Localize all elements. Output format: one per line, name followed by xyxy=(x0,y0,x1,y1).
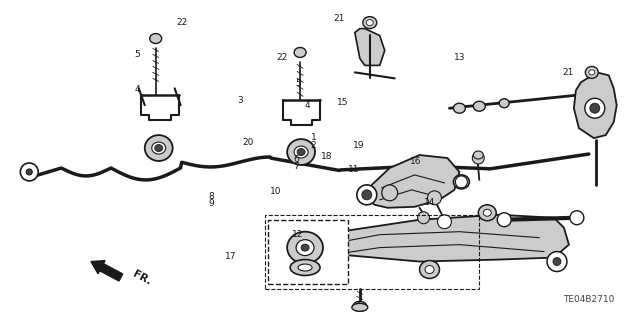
Text: 5: 5 xyxy=(134,50,140,59)
Text: 22: 22 xyxy=(176,19,188,27)
Ellipse shape xyxy=(420,261,440,278)
Text: 21: 21 xyxy=(333,14,345,23)
Polygon shape xyxy=(365,155,460,208)
Text: 2: 2 xyxy=(311,141,316,150)
Circle shape xyxy=(590,103,600,113)
Ellipse shape xyxy=(301,244,309,251)
Circle shape xyxy=(456,176,467,188)
Circle shape xyxy=(417,212,429,224)
Ellipse shape xyxy=(363,17,377,29)
Text: TE04B2710: TE04B2710 xyxy=(563,295,614,304)
Circle shape xyxy=(553,257,561,265)
Text: 15: 15 xyxy=(337,98,348,107)
Ellipse shape xyxy=(589,70,595,75)
Ellipse shape xyxy=(474,101,485,111)
Text: 22: 22 xyxy=(276,53,287,62)
Circle shape xyxy=(357,185,377,205)
Ellipse shape xyxy=(366,19,373,26)
Text: 18: 18 xyxy=(321,152,332,161)
Text: 4: 4 xyxy=(305,101,310,110)
Polygon shape xyxy=(574,72,617,138)
Circle shape xyxy=(472,152,484,164)
Bar xyxy=(265,215,479,289)
Circle shape xyxy=(497,213,511,227)
Ellipse shape xyxy=(483,209,492,216)
Text: 4: 4 xyxy=(134,85,140,94)
Ellipse shape xyxy=(453,103,465,113)
Ellipse shape xyxy=(155,145,163,152)
Text: 13: 13 xyxy=(454,53,466,62)
Circle shape xyxy=(438,215,451,229)
Ellipse shape xyxy=(478,205,496,221)
Text: 21: 21 xyxy=(563,68,574,77)
Text: 8: 8 xyxy=(209,191,214,201)
Ellipse shape xyxy=(352,303,368,311)
Ellipse shape xyxy=(150,33,162,43)
Text: 7: 7 xyxy=(293,162,299,171)
Ellipse shape xyxy=(287,139,315,165)
Text: 19: 19 xyxy=(353,141,364,150)
Text: 3: 3 xyxy=(237,96,243,105)
Polygon shape xyxy=(280,215,569,268)
Text: FR.: FR. xyxy=(131,269,152,286)
Ellipse shape xyxy=(499,99,509,108)
Circle shape xyxy=(547,252,567,271)
Ellipse shape xyxy=(586,66,598,78)
Ellipse shape xyxy=(296,240,314,256)
FancyArrow shape xyxy=(91,261,123,281)
Text: 9: 9 xyxy=(209,199,214,208)
Ellipse shape xyxy=(474,151,483,159)
Text: 5: 5 xyxy=(295,79,301,88)
Text: 11: 11 xyxy=(348,165,360,174)
Ellipse shape xyxy=(294,48,306,57)
Circle shape xyxy=(585,98,605,118)
Text: 16: 16 xyxy=(410,157,421,166)
Circle shape xyxy=(570,211,584,225)
Text: 17: 17 xyxy=(225,252,237,261)
Ellipse shape xyxy=(353,301,367,311)
Text: 14: 14 xyxy=(424,198,435,207)
Circle shape xyxy=(20,163,38,181)
Polygon shape xyxy=(355,29,385,65)
Circle shape xyxy=(26,169,32,175)
Bar xyxy=(268,220,348,285)
Ellipse shape xyxy=(294,146,308,158)
Ellipse shape xyxy=(287,232,323,263)
Text: 6: 6 xyxy=(293,155,299,164)
Ellipse shape xyxy=(425,265,434,273)
Text: 12: 12 xyxy=(292,230,303,239)
Ellipse shape xyxy=(145,135,173,161)
Circle shape xyxy=(381,185,397,201)
Ellipse shape xyxy=(297,149,305,156)
Text: 1: 1 xyxy=(311,133,317,142)
Ellipse shape xyxy=(290,260,320,276)
Ellipse shape xyxy=(152,142,166,154)
Text: 20: 20 xyxy=(243,137,253,146)
Circle shape xyxy=(428,191,442,205)
Ellipse shape xyxy=(453,175,469,189)
Circle shape xyxy=(362,190,372,200)
Text: 10: 10 xyxy=(269,187,281,196)
Ellipse shape xyxy=(298,264,312,271)
